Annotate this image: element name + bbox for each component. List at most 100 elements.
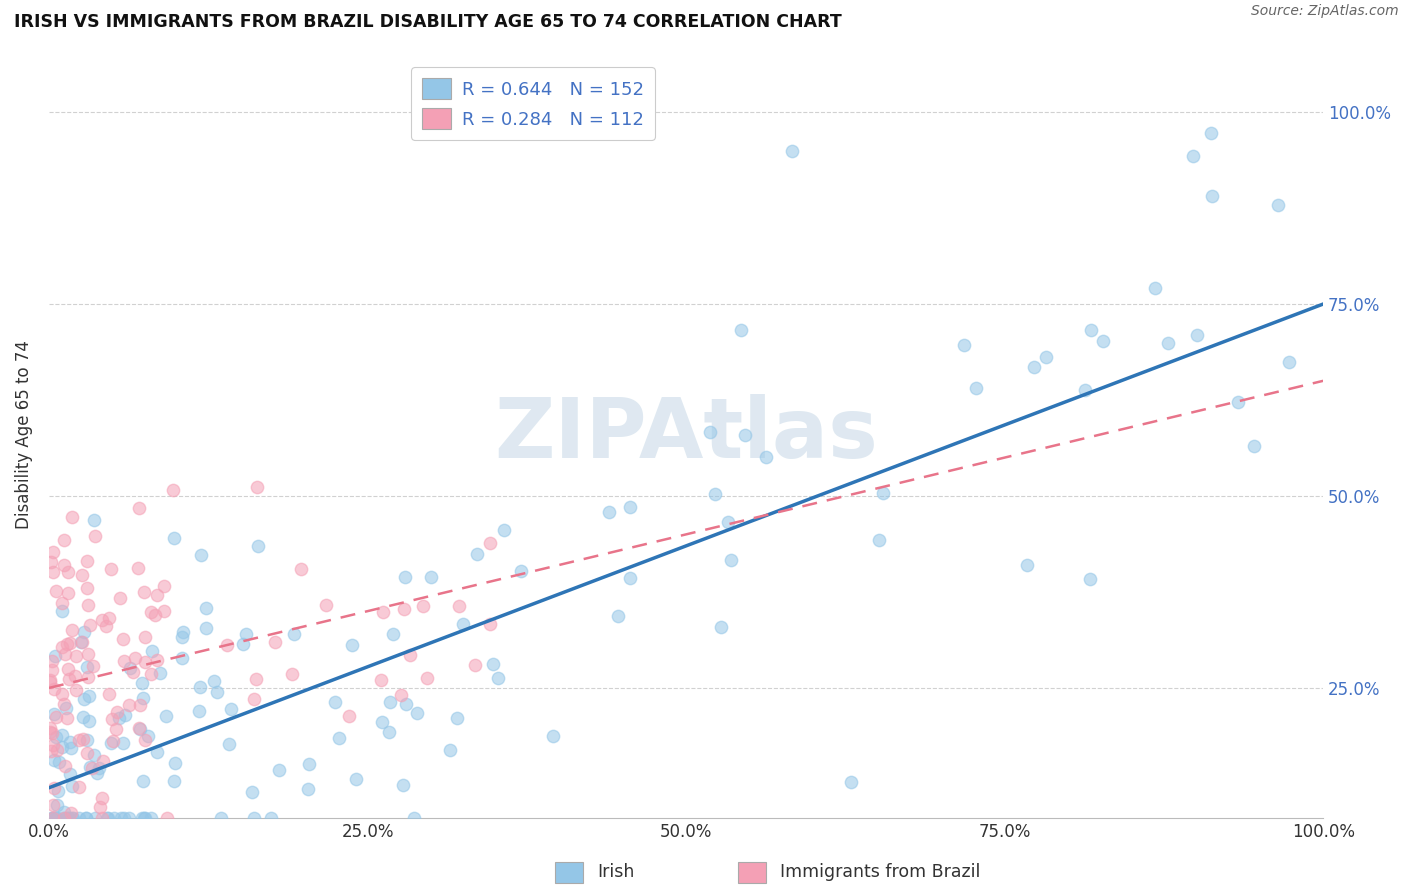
Point — [55, 648, 77, 662]
Point — [45, 812, 67, 826]
Point — [60, 740, 83, 755]
Point — [1199, 126, 1222, 140]
Point — [128, 500, 150, 515]
Point — [44, 649, 66, 664]
Point — [780, 144, 803, 158]
Point — [243, 692, 266, 706]
Point — [754, 450, 776, 465]
Point — [39, 721, 62, 735]
Point — [240, 785, 263, 799]
Point — [60, 623, 83, 637]
Point — [111, 736, 134, 750]
Point — [55, 701, 77, 715]
Point — [42, 706, 65, 721]
Point — [39, 675, 62, 690]
Point — [139, 812, 162, 826]
Point — [478, 617, 501, 632]
Point — [127, 561, 149, 575]
Point — [59, 735, 82, 749]
Point — [464, 657, 486, 672]
Point — [53, 759, 76, 773]
Point — [188, 680, 211, 694]
Point — [245, 480, 267, 494]
Text: ZIPAtlas: ZIPAtlas — [494, 394, 877, 475]
Point — [60, 812, 83, 826]
Point — [152, 579, 174, 593]
Point — [290, 562, 312, 576]
Point — [439, 743, 461, 757]
Point — [52, 558, 75, 573]
Point — [83, 529, 105, 543]
Point — [75, 812, 97, 826]
Point — [132, 773, 155, 788]
Point — [58, 673, 80, 687]
Point — [70, 568, 93, 582]
Point — [138, 729, 160, 743]
Text: IRISH VS IMMIGRANTS FROM BRAZIL DISABILITY AGE 65 TO 74 CORRELATION CHART: IRISH VS IMMIGRANTS FROM BRAZIL DISABILI… — [14, 13, 842, 31]
Point — [48, 784, 70, 798]
Point — [100, 562, 122, 576]
Point — [478, 536, 501, 550]
Point — [1078, 572, 1101, 586]
Point — [79, 760, 101, 774]
Point — [45, 730, 67, 744]
Point — [69, 780, 91, 794]
Point — [215, 638, 238, 652]
Point — [486, 672, 509, 686]
Point — [492, 524, 515, 538]
Point — [89, 760, 111, 774]
Point — [162, 483, 184, 497]
Point — [84, 812, 107, 826]
Point — [41, 812, 63, 826]
Point — [55, 711, 77, 725]
Point — [260, 812, 283, 826]
Point — [699, 425, 721, 439]
Point — [91, 614, 114, 628]
Point — [1243, 440, 1265, 454]
Point — [103, 812, 125, 826]
Text: Irish: Irish — [598, 863, 636, 881]
Point — [129, 698, 152, 713]
Point — [344, 772, 367, 786]
Point — [381, 627, 404, 641]
Text: Immigrants from Brazil: Immigrants from Brazil — [780, 863, 981, 881]
Point — [207, 685, 229, 699]
Point — [42, 781, 65, 796]
Point — [70, 635, 93, 649]
Point — [297, 781, 319, 796]
Point — [45, 798, 67, 813]
Point — [77, 714, 100, 728]
Point — [139, 667, 162, 681]
Point — [145, 653, 167, 667]
Point — [267, 763, 290, 777]
Point — [734, 428, 756, 442]
Point — [97, 812, 120, 826]
Point — [1017, 558, 1039, 572]
Point — [104, 723, 127, 737]
Point — [129, 722, 152, 736]
Point — [298, 757, 321, 772]
Point — [868, 533, 890, 547]
Point — [263, 635, 285, 649]
Legend: R = 0.644   N = 152, R = 0.284   N = 112: R = 0.644 N = 152, R = 0.284 N = 112 — [412, 68, 655, 140]
Point — [76, 581, 98, 595]
Point — [1267, 197, 1289, 211]
Point — [118, 698, 141, 712]
Point — [340, 638, 363, 652]
Point — [839, 775, 862, 789]
Point — [377, 724, 399, 739]
Point — [42, 812, 65, 826]
Point — [52, 697, 75, 711]
Point — [170, 651, 193, 665]
Point — [42, 754, 65, 768]
Point — [163, 531, 186, 545]
Point — [146, 745, 169, 759]
Point — [114, 708, 136, 723]
Point — [194, 621, 217, 635]
Point — [80, 762, 103, 776]
Point — [105, 706, 128, 720]
Point — [91, 755, 114, 769]
Point — [82, 658, 104, 673]
Point — [730, 323, 752, 337]
Point — [391, 778, 413, 792]
